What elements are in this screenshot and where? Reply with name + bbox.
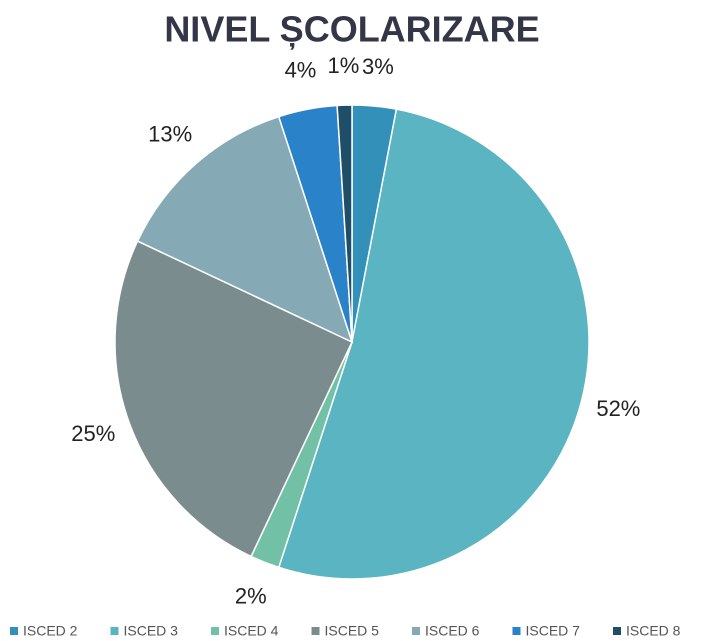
pie-slice xyxy=(114,240,353,558)
legend-swatch xyxy=(613,627,621,635)
data-label: 2% xyxy=(235,584,267,609)
pie-slice xyxy=(136,115,354,344)
data-label: 4% xyxy=(285,58,317,83)
legend-label: ISCED 3 xyxy=(124,623,179,639)
pie-slice xyxy=(336,104,353,343)
data-label: 25% xyxy=(71,421,115,446)
pie-slice xyxy=(277,108,590,580)
data-label: 13% xyxy=(148,122,192,147)
data-label: 3% xyxy=(362,54,394,79)
data-label: 1% xyxy=(327,53,359,78)
legend-swatch xyxy=(311,627,320,635)
legend-swatch xyxy=(412,627,420,635)
legend-label: ISCED 7 xyxy=(526,623,581,639)
legend-swatch xyxy=(10,627,18,635)
legend-label: ISCED 2 xyxy=(23,623,78,639)
legend-swatch xyxy=(110,627,119,635)
data-label: 52% xyxy=(596,396,640,421)
legend-label: ISCED 8 xyxy=(626,623,681,639)
legend-label: ISCED 6 xyxy=(425,623,480,639)
legend-label: ISCED 4 xyxy=(224,623,279,639)
chart-title: NIVEL ȘCOLARIZARE xyxy=(164,9,539,50)
legend-swatch xyxy=(512,627,521,635)
legend-label: ISCED 5 xyxy=(325,623,380,639)
legend-swatch xyxy=(211,627,219,635)
